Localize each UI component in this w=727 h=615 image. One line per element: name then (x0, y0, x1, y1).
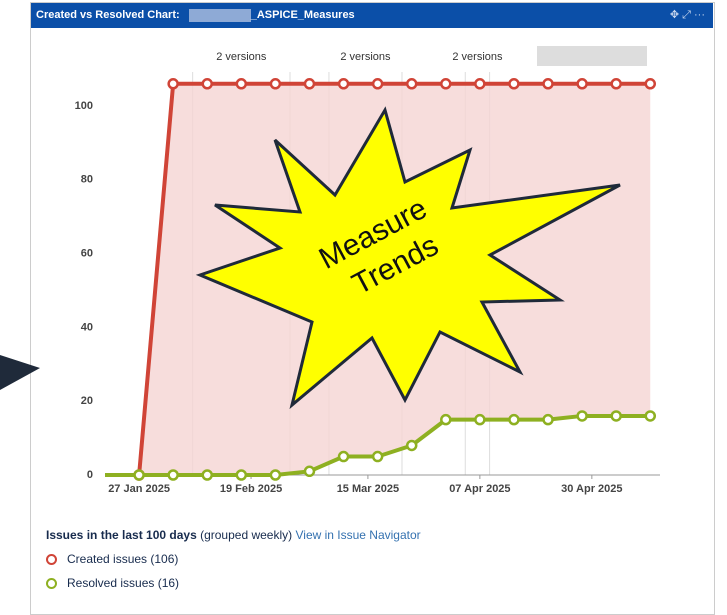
x-tick-label: 27 Jan 2025 (108, 483, 170, 495)
point (578, 411, 587, 420)
y-tick-label: 20 (81, 395, 93, 407)
y-tick-label: 0 (87, 469, 93, 481)
point (305, 79, 314, 88)
point (441, 415, 450, 424)
chart: 2 versions 2 versions 2 versions 0 20 40 60 80 1… (0, 0, 727, 615)
point (339, 452, 348, 461)
y-tick-label: 60 (81, 247, 93, 259)
pointer-arrow (0, 355, 40, 390)
point (509, 415, 518, 424)
point (612, 79, 621, 88)
period: Issues in the last 100 days (46, 528, 197, 542)
point (544, 79, 553, 88)
version-label: 2 versions (216, 51, 267, 63)
point (407, 441, 416, 450)
legend-label: Created issues (106) (67, 552, 178, 566)
legend-item: Resolved issues (16) (46, 576, 179, 590)
legend-marker (46, 554, 57, 565)
x-tick-label: 30 Apr 2025 (561, 483, 622, 495)
x-tick-label: 19 Feb 2025 (220, 483, 282, 495)
point (373, 79, 382, 88)
point (646, 411, 655, 420)
point (578, 79, 587, 88)
version-label: 2 versions (340, 51, 391, 63)
navigator-link[interactable]: View in Issue Navigator (295, 528, 420, 542)
y-tick-label: 100 (75, 100, 93, 112)
point (339, 79, 348, 88)
y-tick-label: 40 (81, 321, 93, 333)
point (509, 79, 518, 88)
point (169, 471, 178, 480)
point (169, 79, 178, 88)
redacted-label (537, 46, 647, 66)
point (407, 79, 416, 88)
point (305, 467, 314, 476)
grouping: (grouped weekly) (200, 528, 292, 542)
page: Created vs Resolved Chart: _ASPICE_Measu… (0, 0, 727, 615)
point (135, 471, 144, 480)
point (203, 79, 212, 88)
point (237, 79, 246, 88)
point (271, 471, 280, 480)
y-tick-label: 80 (81, 174, 93, 186)
point (475, 415, 484, 424)
point (475, 79, 484, 88)
point (441, 79, 450, 88)
legend-label: Resolved issues (16) (67, 576, 179, 590)
point (544, 415, 553, 424)
x-tick-label: 07 Apr 2025 (449, 483, 510, 495)
legend-marker (46, 578, 57, 589)
version-label: 2 versions (452, 51, 503, 63)
footer-info: Issues in the last 100 days (grouped wee… (46, 528, 421, 542)
point (203, 471, 212, 480)
point (373, 452, 382, 461)
point (612, 411, 621, 420)
point (237, 471, 246, 480)
legend-item: Created issues (106) (46, 552, 178, 566)
point (271, 79, 280, 88)
x-tick-label: 15 Mar 2025 (337, 483, 399, 495)
point (646, 79, 655, 88)
